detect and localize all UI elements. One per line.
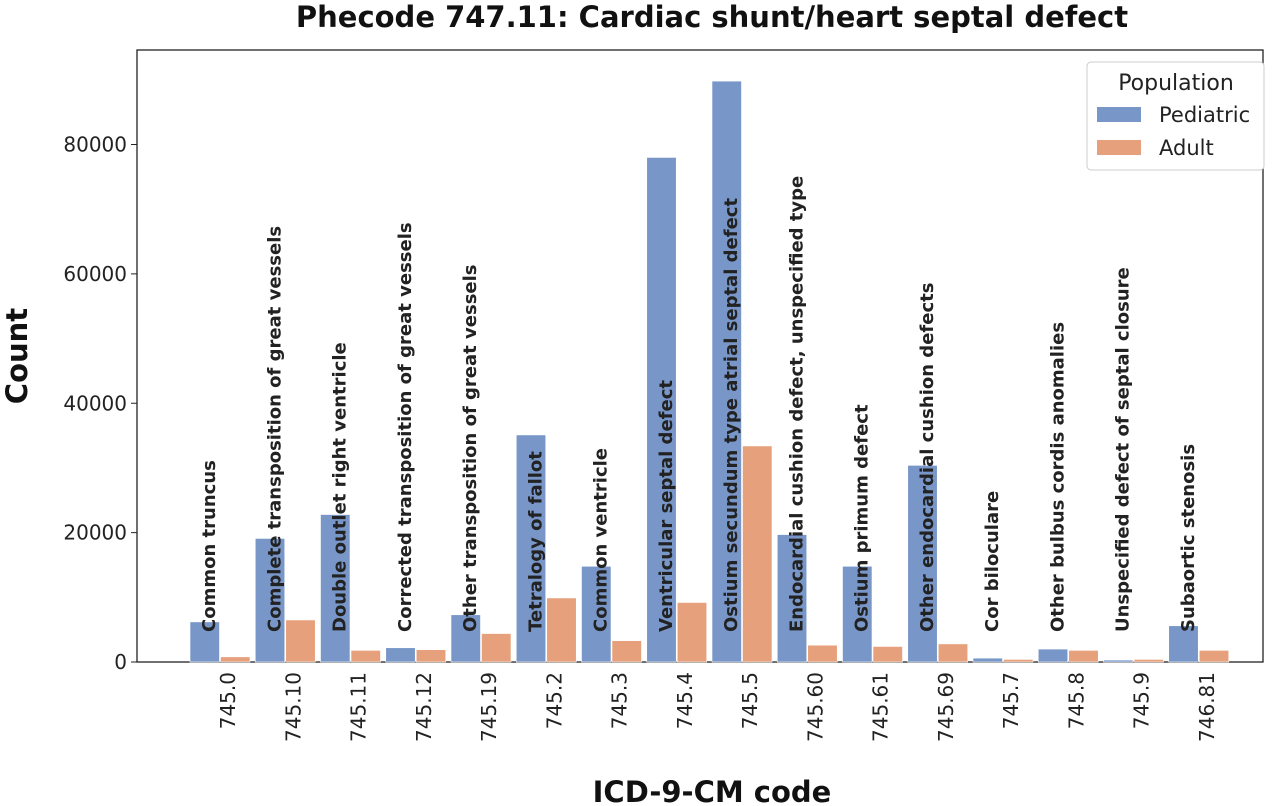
x-tick-label: 745.4 [673,672,697,729]
x-tick-label: 745.10 [281,672,305,742]
bar-adult-745-7 [1003,659,1034,663]
y-tick-label: 0 [114,650,127,674]
x-tick-label: 745.2 [542,672,566,729]
bar-pediatric-745-69 [907,465,938,663]
x-tick-label: 745.7 [999,672,1023,729]
bar-annotations: Common truncus Complete transposition of … [199,176,1199,632]
y-tick-label: 80000 [63,133,127,157]
legend-title: Population [1118,71,1234,96]
bar-annotation: Subaortic stenosis [1178,444,1199,632]
x-tick-label: 746.81 [1195,672,1219,742]
bar-annotation: Common ventricle [591,448,612,632]
x-tick-label: 745.8 [1064,672,1088,729]
bar-adult-745-19 [481,633,512,663]
bar-annotation: Other endocardial cushion defects [917,283,938,632]
x-tick-label: 745.61 [869,672,893,742]
x-tick-label: 745.69 [934,672,958,742]
bar-pediatric-745-10 [254,538,286,663]
x-tick-label: 745.9 [1130,672,1154,729]
bar-adult-746-81 [1198,650,1230,663]
bar-adult-745-8 [1068,650,1099,663]
y-tick-label: 60000 [63,262,127,286]
y-tick-label: 20000 [63,521,127,545]
bar-annotation: Ostium secundum type atrial septal defec… [721,198,742,632]
bar-pediatric-745-0 [189,621,220,663]
bar-pediatric-745-12 [385,647,416,663]
x-tick-label: 745.19 [477,672,501,742]
legend-label-adult: Adult [1159,136,1214,160]
bar-annotation: Corrected transposition of great vessels [395,222,416,632]
bar-annotation: Cor biloculare [982,491,1003,632]
bar-annotation: Double outlet right ventricle [330,342,351,632]
bar-annotation: Other bulbus cordis anomalies [1047,322,1068,632]
legend: Population Pediatric Adult [1086,61,1265,171]
bar-annotation: Ventricular septal defect [656,380,677,632]
x-tick-label: 745.5 [738,672,762,729]
bar-pediatric-745-19 [450,614,481,663]
bar-adult-745-4 [676,602,708,663]
bar-adult-745-60 [807,644,838,663]
bar-adult-745-69 [937,643,969,663]
bar-pediatric-745-61 [842,565,873,663]
bar-pediatric-745-2 [515,434,547,663]
bar-annotation: Complete transposition of great vessels [264,226,285,632]
bar-pediatric-745-60 [776,534,808,663]
bar-pediatric-746-81 [1168,625,1199,663]
bar-adult-745-61 [872,646,903,663]
bar-pediatric-745-4 [646,157,677,663]
legend-label-pediatric: Pediatric [1159,103,1250,127]
bar-adult-745-0 [220,656,251,663]
bar-annotation: Unspecified defect of septal closure [1113,267,1134,632]
bar-pediatric-745-7 [972,657,1003,663]
x-tick-label: 745.60 [803,672,827,742]
x-tick-label: 745.11 [347,672,371,742]
bar-adult-745-9 [1133,659,1164,663]
bar-annotation: Other transposition of great vessels [460,265,481,633]
bar-annotation: Ostium primum defect [852,404,873,632]
x-tick-label: 745.12 [412,672,436,742]
bar-pediatric-745-5 [711,80,742,663]
bar-adult-745-2 [546,597,577,663]
bar-adult-745-10 [285,619,316,663]
bar-adult-745-3 [611,640,642,663]
bar-adult-745-12 [415,649,447,663]
bar-annotation: Common truncus [199,460,220,632]
bar-pediatric-745-9 [1103,659,1134,663]
y-tick-label: 40000 [63,391,127,415]
bar-adult-745-5 [742,445,773,663]
bar-pediatric-745-8 [1037,648,1069,663]
y-axis-ticks: 0 20000 40000 60000 80000 [63,133,137,674]
bar-pediatric-745-11 [320,514,351,663]
bar-adult-745-11 [350,650,381,663]
x-axis-ticks: 745.0 745.10 745.11 745.12 745.19 745.2 745.3 7… [216,672,1219,742]
bar-annotation: Endocardial cushion defect, unspecified … [786,176,807,632]
x-tick-label: 745.3 [608,672,632,729]
x-tick-label: 745.0 [216,672,240,729]
bar-pediatric-745-3 [581,565,612,663]
bar-annotation: Tetralogy of fallot [525,451,546,632]
chart-title: Phecode 747.11: Cardiac shunt/heart sept… [296,0,1128,34]
bars [189,80,1230,663]
x-axis-label: ICD-9-CM code [593,775,832,806]
legend-swatch-pediatric [1097,107,1141,122]
legend-swatch-adult [1097,140,1141,155]
y-axis-label: Count [0,308,34,404]
